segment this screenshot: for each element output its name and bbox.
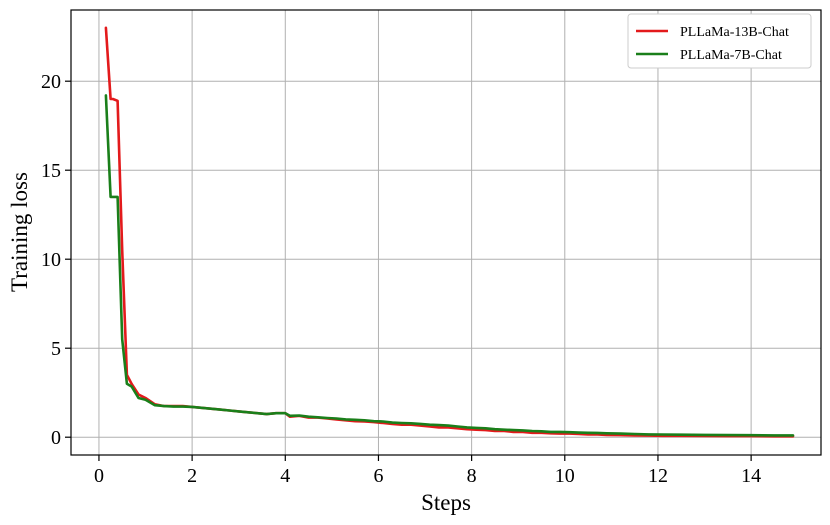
legend-label-1: PLLaMa-7B-Chat [680, 48, 782, 63]
plot-frame [70, 9, 822, 456]
y-tick-label: 0 [51, 427, 61, 449]
y-tick-label: 5 [51, 338, 61, 360]
series-line-0 [104, 26, 795, 438]
x-tick-label: 14 [741, 465, 761, 487]
series-line-1 [104, 94, 795, 437]
x-tick-label: 0 [94, 465, 104, 487]
grid [71, 10, 821, 455]
y-tick-label: 20 [41, 71, 61, 93]
y-tick-label: 10 [41, 249, 61, 271]
ticks: 0 2 4 6 8 10 12 14 0 5 10 15 20 [41, 71, 761, 487]
x-tick-label: 12 [648, 465, 668, 487]
x-tick-label: 8 [467, 465, 477, 487]
y-tick-label: 15 [41, 160, 61, 182]
x-tick-label: 6 [373, 465, 383, 487]
series-layer [104, 26, 795, 438]
legend-box [627, 13, 812, 69]
x-tick-label: 2 [187, 465, 197, 487]
legend: PLLaMa-13B-Chat PLLaMa-7B-Chat [627, 13, 812, 69]
x-tick-label: 10 [555, 465, 575, 487]
y-axis-label: Training loss [7, 172, 32, 292]
x-tick-label: 4 [280, 465, 290, 487]
legend-label-0: PLLaMa-13B-Chat [680, 25, 789, 40]
x-axis-label: Steps [421, 490, 471, 515]
